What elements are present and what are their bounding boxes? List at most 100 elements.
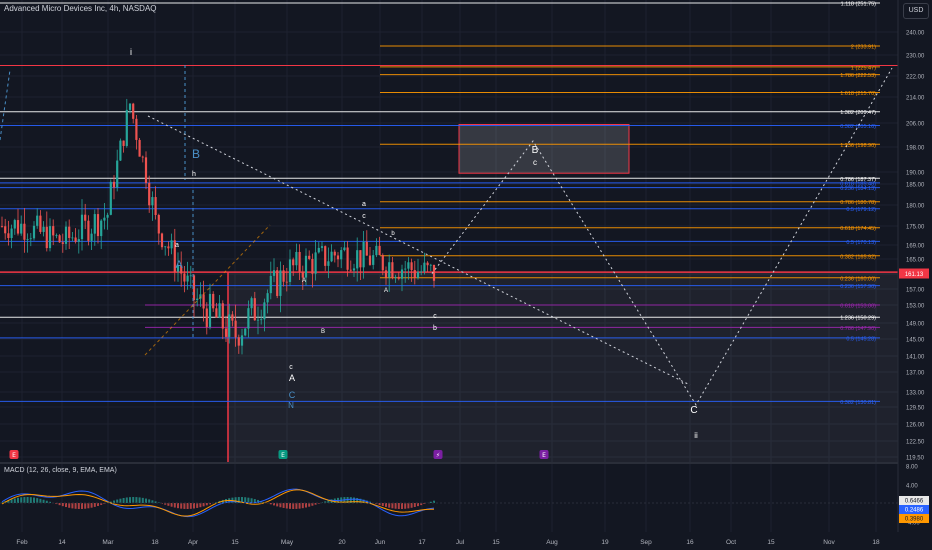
macd-hist bbox=[42, 499, 45, 503]
macd-hist bbox=[413, 503, 416, 508]
price-tick-label: 165.00 bbox=[906, 258, 925, 264]
macd-hist bbox=[74, 503, 77, 509]
macd-hist bbox=[327, 500, 330, 503]
candle bbox=[202, 294, 205, 309]
drawing-boxes bbox=[227, 124, 898, 462]
trend-drawings bbox=[0, 65, 893, 406]
macd-hist bbox=[407, 503, 410, 509]
macd-hist bbox=[7, 500, 10, 503]
candle bbox=[250, 298, 253, 309]
candle bbox=[0, 226, 4, 227]
macd-hist bbox=[145, 498, 147, 503]
macd-hist bbox=[170, 503, 173, 507]
candle bbox=[87, 220, 90, 241]
channel-line bbox=[0, 69, 11, 141]
currency-button[interactable]: USD bbox=[903, 3, 929, 19]
macd-hist bbox=[164, 503, 167, 505]
price-tick-label: 153.00 bbox=[906, 304, 925, 310]
macd-hist bbox=[113, 500, 115, 503]
price-tick-label: 198.00 bbox=[906, 146, 925, 152]
projection-box bbox=[458, 124, 630, 174]
macd-indicator-title[interactable]: MACD (12, 26, close, 9, EMA, EMA) bbox=[4, 467, 117, 474]
time-axis-bg bbox=[0, 532, 932, 550]
fib-blue-label: 0.236 (184.13) bbox=[840, 186, 876, 192]
fib-blue-label: 0.786 (187.37) bbox=[840, 177, 876, 183]
macd-hist bbox=[391, 503, 394, 509]
candle bbox=[215, 308, 218, 318]
macd-hist bbox=[369, 501, 371, 503]
fib-orange-label: 1.618 (215.70) bbox=[840, 91, 876, 97]
candle bbox=[228, 314, 231, 337]
candle bbox=[356, 250, 359, 269]
macd-badge bbox=[899, 505, 929, 514]
candle bbox=[333, 251, 336, 256]
wave-label: C bbox=[690, 405, 697, 416]
macd-hist bbox=[189, 503, 192, 509]
macd-hist bbox=[353, 497, 355, 503]
price-candles bbox=[0, 98, 436, 355]
price-tick-label: 206.00 bbox=[906, 122, 925, 128]
fib-orange-label: 0.236 (160.00) bbox=[840, 276, 876, 282]
wave-label: b bbox=[433, 325, 437, 332]
fib-purple-label: 0.786 (147.90) bbox=[840, 326, 876, 332]
candle bbox=[292, 259, 295, 266]
macd-pane bbox=[0, 488, 898, 518]
candle bbox=[298, 251, 301, 272]
wave-label: i bbox=[130, 47, 132, 57]
fib-blue-label: 0.236 (157.90) bbox=[840, 284, 876, 290]
time-tick-label: 15 bbox=[492, 539, 500, 546]
candle bbox=[378, 245, 381, 256]
candle bbox=[100, 220, 103, 237]
macd-hist bbox=[356, 498, 359, 503]
time-tick-label: Jul bbox=[456, 539, 465, 546]
macd-hist bbox=[17, 497, 19, 503]
price-tick-label: 126.00 bbox=[906, 423, 925, 429]
chart-title: Advanced Micro Devices Inc, 4h, NASDAQ bbox=[4, 4, 157, 13]
candle bbox=[36, 215, 39, 226]
candle bbox=[304, 255, 308, 278]
candle bbox=[314, 252, 317, 274]
macd-hist bbox=[209, 503, 211, 505]
fib-orange-label: 0.618 (174.45) bbox=[840, 226, 876, 232]
macd-hist bbox=[202, 503, 205, 507]
macd-hist bbox=[199, 503, 202, 508]
macd-hist bbox=[180, 503, 183, 509]
candle bbox=[16, 220, 20, 234]
candle bbox=[212, 293, 215, 309]
macd-hist bbox=[141, 497, 144, 503]
candle bbox=[199, 294, 202, 299]
macd-hist bbox=[84, 503, 87, 509]
candle bbox=[42, 226, 45, 232]
candle bbox=[64, 226, 68, 244]
candle bbox=[48, 226, 52, 249]
candle bbox=[183, 273, 186, 282]
macd-hist bbox=[359, 498, 362, 503]
macd-hist bbox=[417, 503, 419, 507]
candle bbox=[381, 255, 384, 271]
candle bbox=[23, 223, 26, 240]
candle bbox=[407, 262, 410, 269]
candle bbox=[45, 226, 48, 249]
macd-hist bbox=[148, 499, 151, 503]
candle bbox=[426, 262, 429, 266]
time-tick-label: 14 bbox=[58, 539, 66, 546]
fib-blue-label: 0.382 (130.81) bbox=[840, 400, 876, 406]
macd-hist bbox=[26, 497, 29, 503]
fib-orange-label: 0.786 (180.78) bbox=[840, 200, 876, 206]
candle bbox=[336, 255, 340, 260]
wave-label: A bbox=[302, 278, 306, 284]
time-tick-label: 18 bbox=[872, 539, 880, 546]
candle bbox=[205, 308, 208, 327]
event-marker bbox=[539, 450, 549, 459]
time-tick-label: May bbox=[281, 539, 294, 546]
macd-badge-text: 0.6466 bbox=[905, 499, 924, 505]
macd-hist bbox=[397, 503, 400, 509]
macd-hist bbox=[125, 497, 128, 503]
time-tick-label: Aug bbox=[546, 539, 558, 546]
candle bbox=[327, 261, 330, 266]
candle bbox=[240, 335, 244, 346]
time-tick-label: Sep bbox=[640, 539, 652, 546]
candle bbox=[10, 228, 13, 239]
macd-hist bbox=[420, 503, 423, 506]
